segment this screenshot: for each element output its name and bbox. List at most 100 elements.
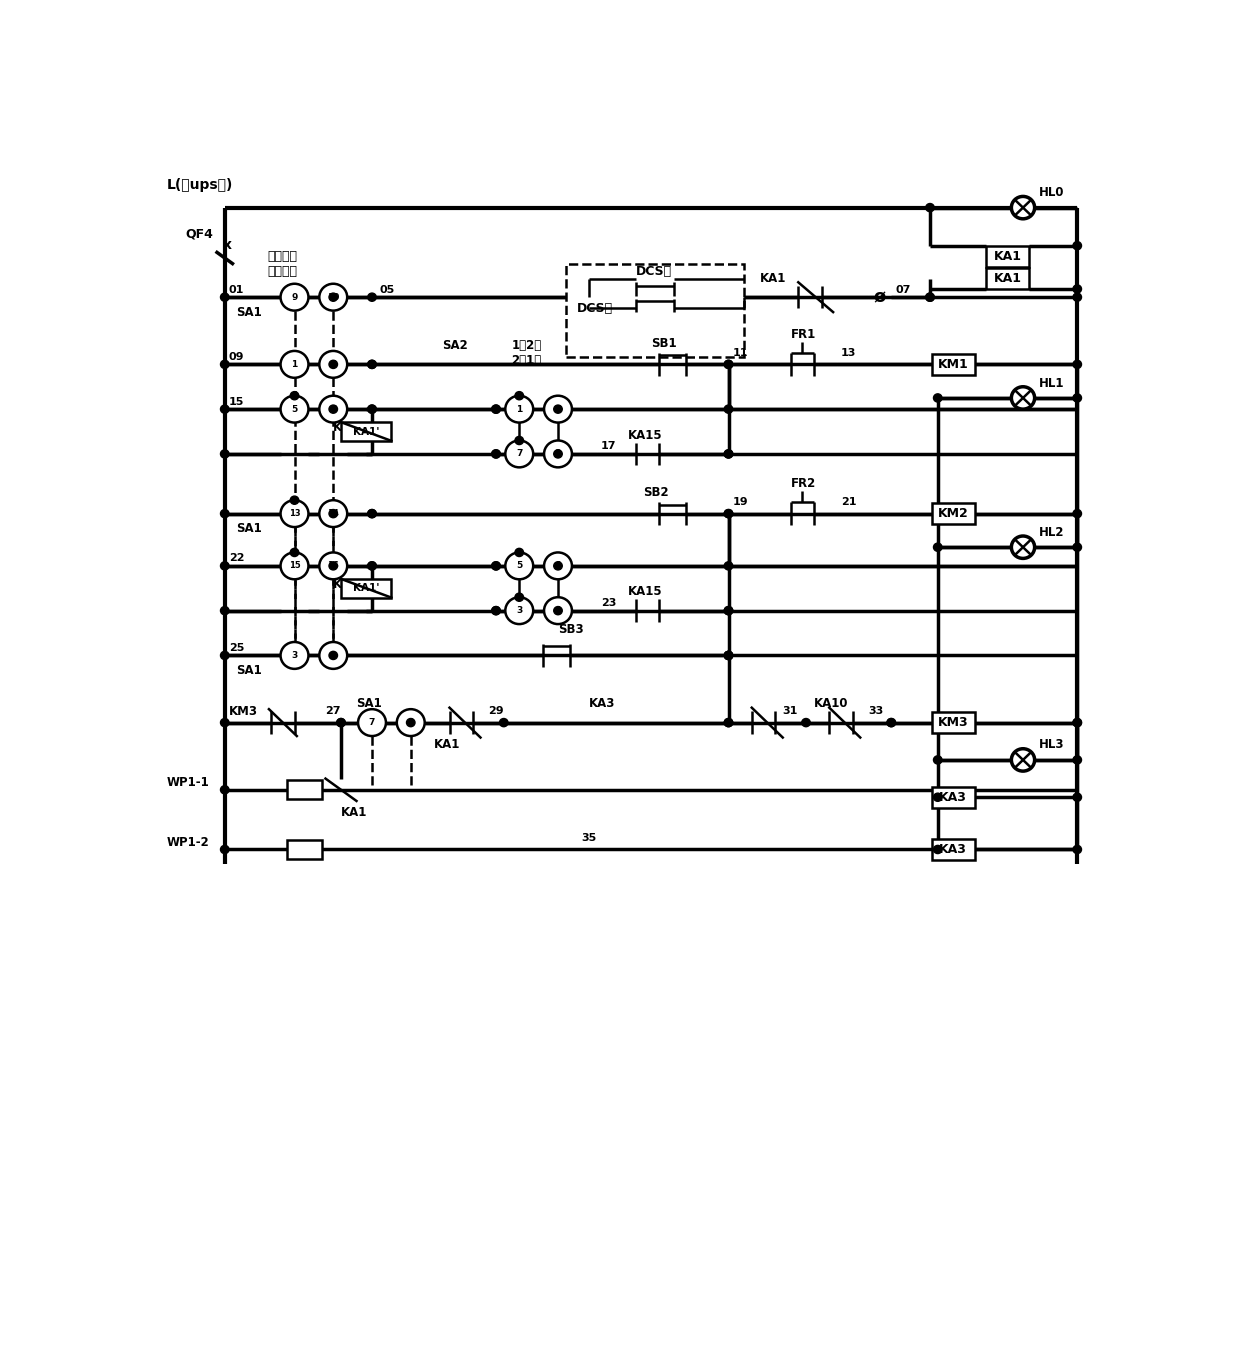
Circle shape <box>1012 387 1034 410</box>
Circle shape <box>724 449 733 459</box>
Text: KA1: KA1 <box>334 421 360 434</box>
Text: 25: 25 <box>228 643 244 653</box>
Circle shape <box>934 756 942 764</box>
Text: WP1-2: WP1-2 <box>166 836 210 848</box>
Circle shape <box>724 404 733 414</box>
Circle shape <box>515 437 523 445</box>
Circle shape <box>802 718 810 727</box>
Circle shape <box>506 597 533 624</box>
Circle shape <box>724 562 733 570</box>
Text: KM1: KM1 <box>937 358 968 370</box>
Circle shape <box>329 404 337 414</box>
Circle shape <box>500 718 508 727</box>
Text: 2: 2 <box>554 404 562 414</box>
Circle shape <box>724 607 733 615</box>
Text: 停手现远: 停手现远 <box>268 250 298 263</box>
Circle shape <box>221 293 229 301</box>
Circle shape <box>290 392 299 400</box>
Circle shape <box>544 552 572 579</box>
Text: 1: 1 <box>516 404 522 414</box>
Circle shape <box>280 501 309 527</box>
Text: FR1: FR1 <box>791 328 816 341</box>
Text: KA1: KA1 <box>341 806 367 818</box>
Circle shape <box>1073 293 1081 301</box>
Text: 11: 11 <box>733 349 748 358</box>
Circle shape <box>492 449 500 459</box>
Text: 09: 09 <box>228 351 244 362</box>
Text: QF4: QF4 <box>185 227 213 240</box>
Text: 21: 21 <box>841 498 857 508</box>
Circle shape <box>368 562 376 570</box>
Circle shape <box>934 543 942 551</box>
Circle shape <box>290 548 299 556</box>
Circle shape <box>926 293 934 301</box>
Circle shape <box>492 607 500 615</box>
Circle shape <box>554 607 562 615</box>
Text: 15: 15 <box>228 396 244 407</box>
Text: 13: 13 <box>841 349 857 358</box>
Circle shape <box>724 718 733 727</box>
Circle shape <box>329 509 337 518</box>
Circle shape <box>724 360 733 369</box>
Circle shape <box>221 562 229 570</box>
Text: KA3: KA3 <box>940 791 967 803</box>
Text: 17: 17 <box>600 441 616 452</box>
Text: SA2: SA2 <box>441 339 467 353</box>
Text: 14: 14 <box>327 509 339 518</box>
Circle shape <box>1073 845 1081 854</box>
Text: ⏚: ⏚ <box>300 783 308 797</box>
Text: WP1-1: WP1-1 <box>166 776 210 788</box>
Text: 23: 23 <box>600 598 616 608</box>
Text: 3: 3 <box>516 607 522 615</box>
Circle shape <box>544 597 572 624</box>
Circle shape <box>506 441 533 467</box>
Bar <box>986 246 1029 266</box>
Text: SB3: SB3 <box>558 623 584 636</box>
Circle shape <box>492 562 500 570</box>
Circle shape <box>407 718 415 727</box>
Text: KA3: KA3 <box>940 843 967 856</box>
Text: 33: 33 <box>868 707 883 716</box>
Circle shape <box>368 509 376 518</box>
Circle shape <box>280 552 309 579</box>
Circle shape <box>221 404 229 414</box>
Circle shape <box>320 396 347 422</box>
Circle shape <box>515 392 523 400</box>
Text: 4: 4 <box>330 651 336 660</box>
Text: SB2: SB2 <box>644 486 668 499</box>
Text: 3: 3 <box>291 651 298 660</box>
Circle shape <box>554 404 562 414</box>
Text: 6: 6 <box>554 562 562 570</box>
Circle shape <box>926 293 934 301</box>
Circle shape <box>280 351 309 377</box>
Text: 5: 5 <box>516 562 522 570</box>
Text: 8: 8 <box>554 449 562 459</box>
Circle shape <box>1073 543 1081 551</box>
Circle shape <box>337 718 345 727</box>
Circle shape <box>221 651 229 660</box>
Bar <box>286 780 321 799</box>
Bar <box>286 840 321 859</box>
Circle shape <box>934 394 942 402</box>
Circle shape <box>1073 285 1081 293</box>
Circle shape <box>221 786 229 794</box>
Circle shape <box>1073 242 1081 250</box>
Text: HL3: HL3 <box>1039 738 1064 752</box>
Text: 2备1备: 2备1备 <box>511 354 542 368</box>
Circle shape <box>887 718 895 727</box>
Circle shape <box>1073 756 1081 764</box>
Text: DCS启: DCS启 <box>635 265 672 278</box>
Circle shape <box>368 360 376 369</box>
Circle shape <box>368 562 376 570</box>
Text: 07: 07 <box>895 285 910 294</box>
Text: KA1: KA1 <box>434 738 460 752</box>
Text: KA1': KA1' <box>353 426 379 437</box>
Circle shape <box>724 718 733 727</box>
Text: 5: 5 <box>291 404 298 414</box>
Circle shape <box>1073 792 1081 802</box>
Circle shape <box>337 718 345 727</box>
Bar <box>932 503 975 524</box>
Circle shape <box>368 509 376 518</box>
Circle shape <box>221 509 229 518</box>
Circle shape <box>492 404 500 414</box>
